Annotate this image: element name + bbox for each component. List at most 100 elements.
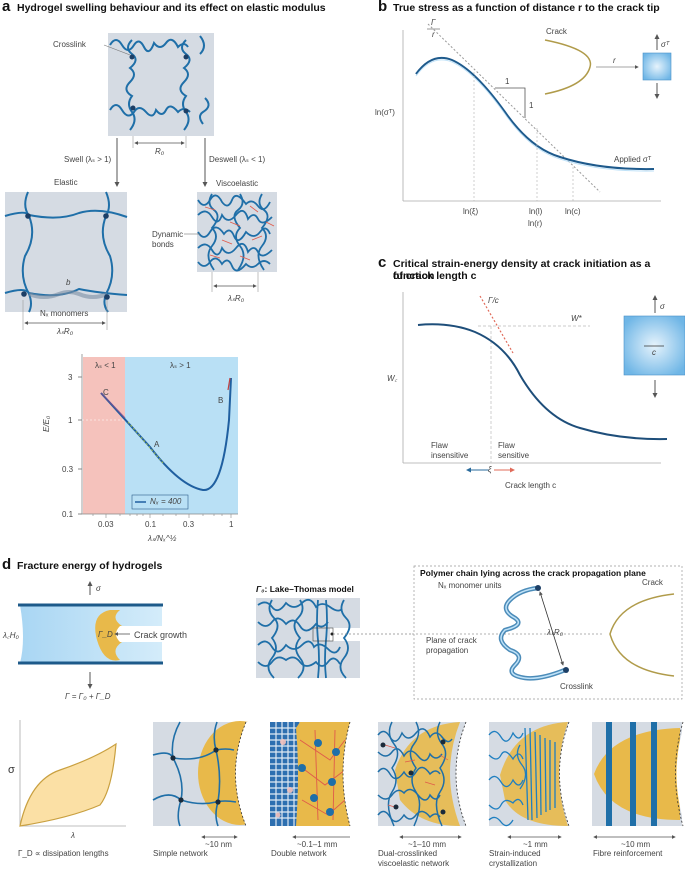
panel-b-letter: b [378,0,388,15]
mechanism-name-2a: Dual-crosslinked [378,849,438,858]
dynamic-bonds-label-2: bonds [152,240,174,249]
region-label-swell: λₛ > 1 [170,361,191,370]
panel-d-title: Fracture energy of hydrogels [17,560,163,572]
panel-a-title: Hydrogel swelling behaviour and its effe… [17,2,326,14]
chain-box-title: Polymer chain lying across the crack pro… [420,568,646,578]
xtick-1: 1 [229,520,234,529]
chart-a-ylabel: E/E₀ [42,415,51,432]
gamma-d-label: Γ_D [98,630,113,639]
flaw-sensitive-2: sensitive [498,451,530,460]
viscoelastic-label: Viscoelastic [216,179,259,188]
ytick-3: 3 [68,373,73,382]
lake-thomas-title: Γ₀: Lake–Thomas model [256,584,354,594]
mechanism-name-0: Simple network [153,849,208,858]
crack-label-b: Crack [546,27,567,36]
point-b-label: B [218,396,224,405]
point-c-label: C [103,388,109,397]
region-label-deswell: λₛ < 1 [95,361,116,370]
crack-growth-label: Crack growth [134,630,188,640]
xtick-0.1: 0.1 [145,520,157,529]
lake-thomas-prefix: Γ₀ [256,584,265,594]
panel-d-lake-thomas [256,598,412,679]
slope-run-label: 1 [505,77,510,86]
ytick-0.1: 0.1 [62,510,74,519]
legend-label: Nₓ = 400 [150,497,182,506]
nx-units-label: Nₓ monomer units [438,581,502,590]
mechanism-double-network [270,721,351,839]
panel-d-sheet [18,581,165,689]
tick-ln-xi: ln(ξ) [463,207,479,216]
ytick-1: 1 [68,416,73,425]
panel-a-network-swollen [4,191,128,330]
lake-thomas-text: : Lake–Thomas model [264,584,354,594]
mechanism-name-1: Double network [271,849,327,858]
gamma-over-r-den: r [432,30,435,39]
lambda-r0-left-label: λₛR₀ [57,327,74,336]
mechanism-scale-2: ~1–10 mm [408,840,447,849]
w-star-label: W* [571,314,582,323]
panel-d-letter: d [2,556,12,573]
mechanism-scale-3: ~1 mm [523,840,548,849]
r0-label: R₀ [155,147,165,156]
xi-label: ξ [488,465,492,474]
mechanism-name-3b: crystallization [489,859,538,868]
deswell-label: Deswell (λₛ < 1) [209,155,266,164]
c-inset-label: c [652,348,656,357]
panel-a-network-deswollen [184,192,277,292]
mechanism-name-2b: viscoelastic network [378,859,450,868]
hysteresis-xlabel: λ [71,831,75,840]
chart-b-xlabel: ln(r) [528,219,543,228]
chart-c-ylabel: W꜀ [387,374,398,383]
lambda-h0-label: λ꜀H₀ [3,631,19,640]
panel-b-chart [402,23,672,202]
mechanism-fibre-reinforcement [592,721,685,839]
sigma-t-label: σᵀ [661,40,669,49]
hysteresis-ylabel: σ [8,764,15,776]
flaw-insensitive-1: Flaw [431,441,448,450]
panel-c-title-line1: Critical strain-energy density at crack … [393,258,651,282]
ytick-0.3: 0.3 [62,465,74,474]
panel-b-title: True stress as a function of distance r … [393,2,660,14]
mechanism-name-3a: Strain-induced [489,849,541,858]
tick-ln-l: ln(l) [529,207,543,216]
lambda-r0-right-label: λₛR₀ [228,294,245,303]
panel-c-letter: c [378,254,387,271]
mechanism-strain-induced [488,721,575,839]
mechanism-scale-4: ~10 mm [621,840,651,849]
sigma-label-c: σ [660,302,665,311]
lambda-r0-d-label: λₛR₀ [547,628,564,637]
r-label: r [613,56,616,65]
panel-c-chart [402,292,685,473]
swell-label: Swell (λₛ > 1) [64,155,112,164]
panel-d-chain-box [412,565,683,700]
panel-a-network-initial [103,33,214,148]
elastic-label: Elastic [54,178,78,187]
crosslink-label: Crosslink [53,40,86,49]
gamma-sum-label: Γ = Γ₀ + Γ_D [65,692,111,701]
sigma-label-d: σ [96,584,101,593]
chart-b-ylabel: ln(σᵀ) [375,108,395,117]
gamma-over-r-num: Γ [431,18,436,27]
xtick-0.03: 0.03 [98,520,114,529]
mechanism-name-4: Fibre reinforcement [593,849,663,858]
crack-label-d: Crack [642,578,663,587]
crosslink-label-d: Crosslink [560,682,593,691]
tick-ln-c: ln(c) [565,207,581,216]
plane-label-1: Plane of crack [426,636,477,645]
flaw-sensitive-1: Flaw [498,441,515,450]
flaw-insensitive-2: insensitive [431,451,469,460]
gamma-c-label: Γ/c [488,296,499,305]
mechanism-scale-0: ~10 nm [205,840,232,849]
b-label: b [66,278,71,287]
hysteresis-plot [19,720,126,827]
panel-a-chart [78,354,238,518]
chart-c-xlabel: Crack length c [505,481,557,490]
panel-a-letter: a [2,0,11,15]
applied-stress-label: Applied σᵀ [614,155,652,164]
point-a-label: A [154,440,160,449]
plane-label-2: propagation [426,646,469,655]
slope-rise-label: 1 [529,101,534,110]
dynamic-bonds-label-1: Dynamic [152,230,184,239]
chart-a-xlabel: λₛ/Nₓ^½ [148,534,177,543]
